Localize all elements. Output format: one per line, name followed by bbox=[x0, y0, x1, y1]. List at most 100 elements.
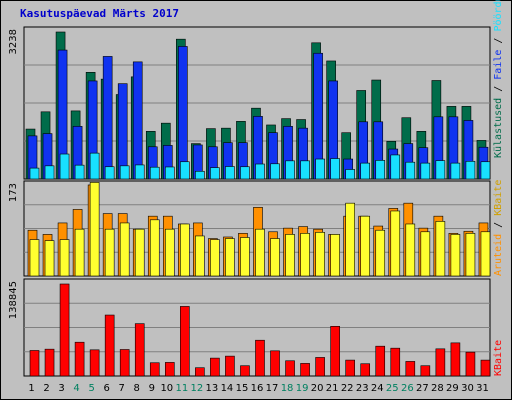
bar-kbaite-5 bbox=[89, 349, 100, 377]
bar-p-rdumisi-7 bbox=[119, 165, 130, 180]
bar-p-rdumisi-2 bbox=[44, 165, 55, 180]
x-tick-label: 14 bbox=[221, 383, 234, 394]
bar-p-rdumisi-18 bbox=[285, 160, 295, 180]
x-tick-label: 12 bbox=[191, 383, 204, 394]
bar-p-rdumisi-14 bbox=[225, 166, 235, 180]
bar-kbaite-6 bbox=[104, 314, 115, 377]
bar-kbaite-3 bbox=[59, 283, 70, 377]
bar-faile-8 bbox=[132, 61, 143, 180]
x-tick-label: 24 bbox=[371, 383, 384, 394]
bar-kbaite-4 bbox=[74, 228, 85, 277]
bar-p-rdumisi-16 bbox=[255, 163, 265, 180]
bar-kbaite-4 bbox=[74, 341, 85, 377]
x-tick-label: 17 bbox=[266, 383, 279, 394]
bar-kbaite-10 bbox=[164, 228, 175, 277]
bar-p-rdumisi-9 bbox=[149, 166, 160, 180]
bar-kbaite-7 bbox=[119, 222, 130, 277]
bar-kbaite-30 bbox=[465, 351, 476, 377]
legend-top: Külastused / Faile / Pöördumisi bbox=[493, 0, 504, 158]
bar-p-rdumisi-15 bbox=[240, 166, 250, 180]
bar-kbaite-8 bbox=[134, 323, 145, 377]
bar-kbaite-16 bbox=[255, 228, 265, 277]
bar-p-rdumisi-6 bbox=[104, 166, 115, 180]
bar-kbaite-25 bbox=[390, 347, 401, 377]
bar-kbaite-18 bbox=[285, 234, 295, 277]
x-tick-label: 3 bbox=[58, 383, 64, 394]
bar-kbaite-31 bbox=[480, 359, 491, 377]
bar-p-rdumisi-19 bbox=[300, 160, 310, 180]
bar-kbaite-7 bbox=[119, 349, 130, 377]
x-tick-label: 30 bbox=[461, 383, 474, 394]
bar-kbaite-1 bbox=[29, 350, 40, 377]
legend-middle: Aruteid / KBaite bbox=[493, 180, 504, 276]
bar-kbaite-31 bbox=[480, 231, 491, 277]
x-tick-label: 18 bbox=[281, 383, 294, 394]
bar-kbaite-22 bbox=[345, 359, 355, 377]
bar-kbaite-11 bbox=[180, 223, 190, 277]
x-tick-label: 29 bbox=[446, 383, 459, 394]
chart-panel-2: 173 bbox=[8, 180, 491, 277]
bar-kbaite-12 bbox=[195, 367, 205, 377]
x-tick-label: 19 bbox=[296, 383, 309, 394]
bar-kbaite-17 bbox=[270, 350, 280, 377]
bar-p-rdumisi-28 bbox=[435, 160, 446, 180]
bar-kbaite-24 bbox=[375, 229, 386, 277]
x-tick-label: 21 bbox=[326, 383, 339, 394]
x-tick-label: 9 bbox=[149, 383, 155, 394]
bar-kbaite-29 bbox=[450, 342, 461, 377]
x-tick-label: 28 bbox=[431, 383, 444, 394]
bar-kbaite-20 bbox=[315, 232, 325, 277]
bar-p-rdumisi-22 bbox=[345, 169, 355, 180]
bar-kbaite-6 bbox=[104, 228, 115, 277]
chart-title: Kasutuspäevad Märts 2017 bbox=[20, 7, 179, 20]
bar-kbaite-30 bbox=[465, 233, 476, 277]
bar-p-rdumisi-29 bbox=[450, 162, 461, 180]
bar-kbaite-19 bbox=[300, 233, 310, 277]
bar-p-rdumisi-20 bbox=[315, 158, 325, 180]
x-tick-label: 11 bbox=[175, 383, 188, 394]
bar-kbaite-20 bbox=[315, 357, 325, 377]
bar-p-rdumisi-25 bbox=[390, 154, 401, 180]
bar-faile-7 bbox=[117, 83, 128, 180]
bar-kbaite-15 bbox=[240, 365, 250, 377]
x-tick-label: 5 bbox=[88, 383, 94, 394]
bar-p-rdumisi-21 bbox=[330, 158, 340, 180]
bar-kbaite-25 bbox=[390, 210, 401, 277]
bar-kbaite-10 bbox=[164, 362, 175, 377]
bar-p-rdumisi-17 bbox=[270, 163, 280, 180]
bar-p-rdumisi-23 bbox=[360, 162, 371, 180]
chart-panel-3: 138845 bbox=[8, 278, 491, 377]
bar-kbaite-5 bbox=[89, 182, 100, 277]
bar-kbaite-22 bbox=[345, 202, 355, 277]
x-tick-label: 25 bbox=[386, 383, 399, 394]
bar-kbaite-15 bbox=[240, 237, 250, 277]
x-tick-label: 2 bbox=[43, 383, 49, 394]
bar-p-rdumisi-27 bbox=[420, 162, 431, 180]
bar-p-rdumisi-24 bbox=[375, 160, 386, 180]
x-tick-label: 31 bbox=[476, 383, 489, 394]
bar-kbaite-13 bbox=[210, 239, 220, 277]
bar-kbaite-28 bbox=[435, 348, 446, 377]
bar-kbaite-26 bbox=[405, 223, 416, 277]
bar-kbaite-14 bbox=[225, 355, 235, 377]
bar-p-rdumisi-3 bbox=[59, 153, 70, 180]
y-max-label: 3238 bbox=[8, 29, 19, 54]
bar-kbaite-11 bbox=[180, 306, 190, 377]
bar-p-rdumisi-11 bbox=[180, 161, 190, 180]
bar-p-rdumisi-12 bbox=[195, 170, 205, 180]
bar-kbaite-19 bbox=[300, 363, 310, 377]
bar-kbaite-21 bbox=[330, 234, 340, 277]
bar-kbaite-14 bbox=[225, 238, 235, 277]
bar-kbaite-29 bbox=[450, 234, 461, 277]
bar-p-rdumisi-1 bbox=[29, 167, 40, 180]
x-tick-label: 4 bbox=[73, 383, 79, 394]
bar-kbaite-26 bbox=[405, 361, 416, 377]
x-tick-label: 23 bbox=[356, 383, 369, 394]
bar-kbaite-17 bbox=[270, 238, 280, 277]
x-tick-label: 20 bbox=[311, 383, 324, 394]
bar-kbaite-27 bbox=[420, 231, 431, 277]
x-tick-label: 6 bbox=[103, 383, 109, 394]
bar-kbaite-8 bbox=[134, 228, 145, 277]
x-tick-label: 1 bbox=[28, 383, 34, 394]
bar-p-rdumisi-8 bbox=[134, 164, 145, 180]
